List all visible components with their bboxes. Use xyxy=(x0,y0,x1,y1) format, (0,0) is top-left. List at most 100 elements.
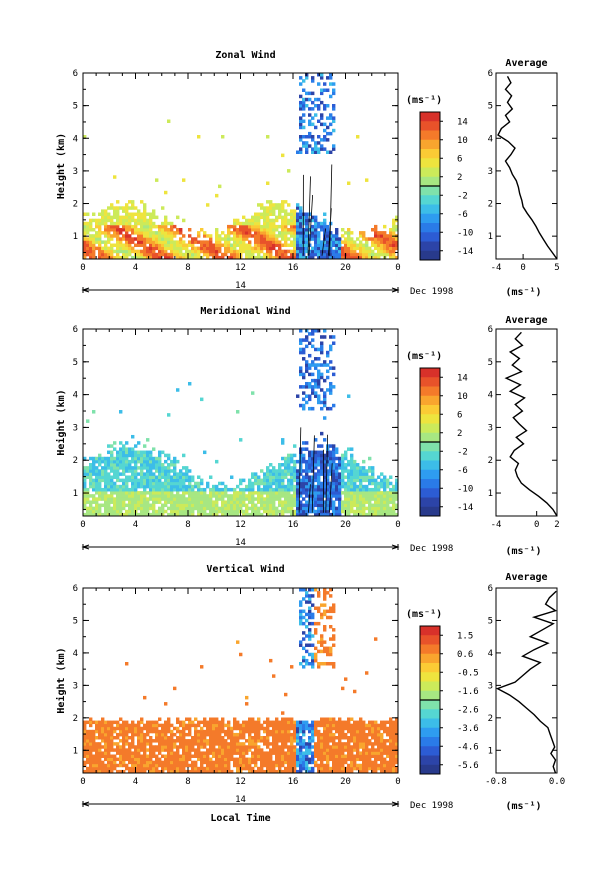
heatmap-cell xyxy=(299,618,303,623)
heatmap-cell xyxy=(386,234,390,238)
heatmap-cell xyxy=(173,500,177,504)
heatmap-cell xyxy=(197,249,201,254)
heatmap-cell xyxy=(317,119,321,123)
heatmap-cell xyxy=(92,456,96,461)
colorbar-swatch xyxy=(420,395,440,406)
heatmap-cell xyxy=(161,243,165,247)
heatmap-cell xyxy=(302,729,306,734)
heatmap-cell xyxy=(341,246,345,251)
heatmap-cell xyxy=(194,240,198,244)
heatmap-cell xyxy=(125,726,129,731)
heatmap-cell xyxy=(191,487,195,492)
heatmap-cell xyxy=(188,243,192,247)
heatmap-cell xyxy=(278,500,282,504)
heatmap-cell xyxy=(287,766,291,771)
heatmap-cell xyxy=(206,494,210,498)
heatmap-cell xyxy=(203,736,207,740)
heatmap-cell xyxy=(374,255,378,260)
heatmap-cell xyxy=(308,341,312,345)
y-tick-label: 1 xyxy=(73,489,78,499)
heatmap-cell xyxy=(170,748,174,752)
heatmap-cell xyxy=(305,147,309,151)
heatmap-cell xyxy=(389,249,393,254)
heatmap-cell xyxy=(371,249,375,254)
heatmap-cell xyxy=(92,218,96,223)
heatmap-cell xyxy=(299,125,303,130)
heatmap-cell xyxy=(197,742,201,746)
heatmap-cell xyxy=(317,766,321,771)
heatmap-cell xyxy=(218,240,222,244)
heatmap-cell xyxy=(116,209,120,213)
heatmap-cell xyxy=(134,243,138,247)
heatmap-cell xyxy=(209,249,213,254)
heatmap-cell xyxy=(275,760,279,765)
heatmap-cell xyxy=(323,360,327,364)
heatmap-cell xyxy=(302,506,306,511)
heatmap-cell xyxy=(329,506,333,511)
heatmap-cell xyxy=(296,221,300,226)
heatmap-cell xyxy=(275,751,279,755)
heatmap-cell xyxy=(167,745,171,749)
heatmap-cell xyxy=(134,500,138,504)
heatmap-cell xyxy=(314,228,318,232)
heatmap-cell xyxy=(101,215,105,220)
heatmap-cell xyxy=(371,491,375,495)
heatmap-cell xyxy=(86,739,90,743)
heatmap-cell xyxy=(290,503,294,508)
heatmap-cell xyxy=(107,472,111,476)
heatmap-cell xyxy=(305,441,309,445)
heatmap-cell xyxy=(266,717,270,721)
heatmap-cell xyxy=(125,763,129,768)
heatmap-cell xyxy=(95,466,99,470)
heatmap-cell xyxy=(131,484,135,489)
heatmap-cell xyxy=(251,252,255,257)
heatmap-cell xyxy=(350,469,354,473)
profile-y-tick-label: 5 xyxy=(488,358,493,368)
colorbar-tick-label: 10 xyxy=(457,392,468,402)
heatmap-cell xyxy=(314,748,318,752)
heatmap-cell xyxy=(362,472,366,476)
heatmap-cell xyxy=(368,487,372,492)
heatmap-cell xyxy=(179,732,183,737)
heatmap-cell xyxy=(380,234,384,238)
heatmap-cell xyxy=(116,215,120,220)
heatmap-cell xyxy=(245,484,249,489)
heatmap-cell xyxy=(302,397,306,402)
heatmap-cell xyxy=(389,497,393,501)
heatmap-cell xyxy=(335,763,339,768)
heatmap-cell xyxy=(200,255,204,260)
heatmap-cell xyxy=(305,494,309,498)
heatmap-cell xyxy=(284,754,288,758)
heatmap-cell xyxy=(122,466,126,470)
heatmap-cell xyxy=(272,751,276,755)
heatmap-cell xyxy=(188,720,192,725)
heatmap-cell xyxy=(125,228,129,232)
heatmap-cell xyxy=(353,689,357,694)
heatmap-cell xyxy=(161,224,165,229)
heatmap-cell xyxy=(329,503,333,508)
heatmap-cell xyxy=(113,224,117,229)
heatmap-cell xyxy=(116,494,120,498)
heatmap-cell xyxy=(182,720,186,725)
heatmap-cell xyxy=(278,745,282,749)
heatmap-cell xyxy=(254,212,258,216)
heatmap-cell xyxy=(113,456,117,461)
heatmap-cell xyxy=(98,246,102,251)
heatmap-cell xyxy=(257,234,261,238)
profile-x-tick-label: 0 xyxy=(520,263,525,273)
heatmap-cell xyxy=(155,745,159,749)
heatmap-cell xyxy=(278,209,282,213)
heatmap-cell xyxy=(329,116,333,120)
heatmap-cell xyxy=(281,478,285,483)
heatmap-cell xyxy=(131,240,135,244)
heatmap-cell xyxy=(323,625,327,629)
heatmap-cell xyxy=(119,494,123,498)
heatmap-cell xyxy=(134,729,138,734)
heatmap-cell xyxy=(320,144,324,148)
heatmap-cell xyxy=(164,234,168,238)
heatmap-cell xyxy=(326,231,330,235)
heatmap-cell xyxy=(272,243,276,247)
heatmap-cell xyxy=(305,649,309,654)
heatmap-cell xyxy=(104,466,108,470)
heatmap-cell xyxy=(389,512,393,517)
